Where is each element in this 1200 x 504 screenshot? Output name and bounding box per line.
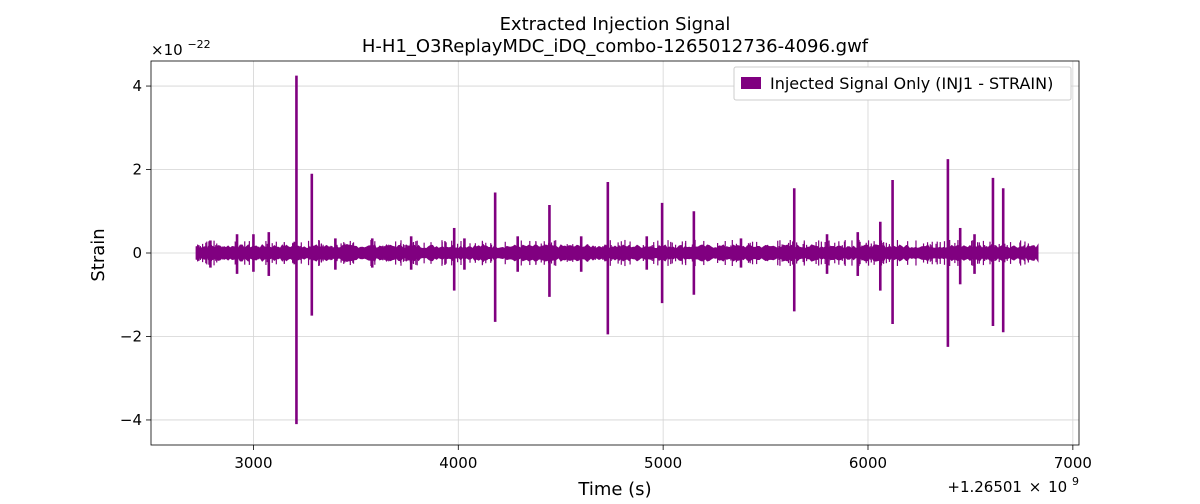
- x-tick-label: 3000: [234, 454, 272, 472]
- y-scale-exponent: −22: [187, 38, 210, 51]
- y-scale-multiplier: ×10 −22: [151, 38, 211, 59]
- y-tick-label: −4: [120, 411, 142, 429]
- legend-swatch: [741, 77, 761, 89]
- x-offset-times: ×: [1029, 478, 1042, 496]
- y-tick-label: 0: [132, 244, 142, 262]
- y-tick-label: −2: [120, 327, 142, 345]
- y-axis-label: Strain: [88, 228, 109, 281]
- plot-area: [195, 75, 1039, 425]
- y-tick-label: 4: [132, 77, 142, 95]
- x-offset-base: +1.26501: [947, 478, 1022, 496]
- x-tick-label: 6000: [849, 454, 887, 472]
- x-tick-label: 4000: [439, 454, 477, 472]
- y-scale-base: ×10: [151, 41, 183, 59]
- x-tick-label: 7000: [1054, 454, 1092, 472]
- legend-label: Injected Signal Only (INJ1 - STRAIN): [770, 74, 1053, 93]
- x-offset-mantissa: 10: [1048, 478, 1067, 496]
- legend: Injected Signal Only (INJ1 - STRAIN): [733, 66, 1072, 101]
- legend-box: [733, 66, 1072, 101]
- x-axis-label: Time (s): [577, 479, 651, 500]
- signal-band: [195, 243, 1039, 263]
- chart-title-line2: H-H1_O3ReplayMDC_iDQ_combo-1265012736-40…: [362, 36, 869, 57]
- x-offset-exponent: 9: [1072, 475, 1079, 488]
- x-offset-label: +1.26501 × 10 9: [947, 475, 1079, 496]
- chart-title-line1: Extracted Injection Signal: [500, 14, 731, 35]
- tick-marks: [146, 85, 1074, 450]
- x-tick-label: 5000: [644, 454, 682, 472]
- y-tick-label: 2: [132, 161, 142, 179]
